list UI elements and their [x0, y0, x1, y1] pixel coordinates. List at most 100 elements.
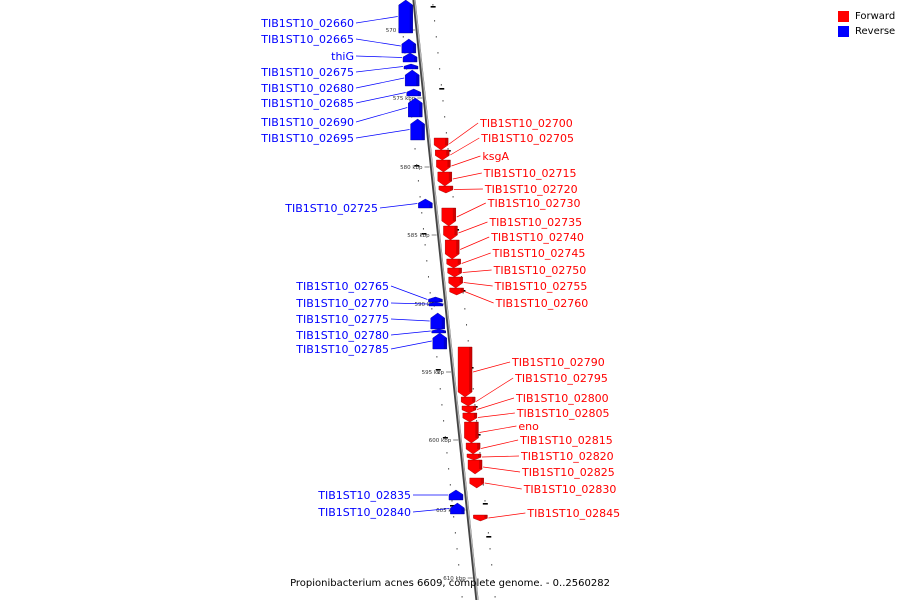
reverse-gene-glyph[interactable] — [430, 312, 445, 330]
forward-gene-label-tib1st10-02755[interactable]: TIB1ST10_02755 — [494, 280, 588, 293]
reverse-gene-glyph[interactable] — [431, 328, 446, 334]
reverse-gene-label-tib1st10-02835[interactable]: TIB1ST10_02835 — [317, 489, 411, 502]
track-dot — [448, 468, 450, 470]
reverse-gene-glyph[interactable] — [401, 38, 417, 54]
reverse-gene-label-tib1st10-02840[interactable]: TIB1ST10_02840 — [317, 506, 411, 519]
track-dot — [414, 148, 416, 150]
track-dot — [447, 148, 449, 150]
forward-gene-label-tib1st10-02830[interactable]: TIB1ST10_02830 — [523, 483, 617, 496]
reverse-gene-glyph[interactable] — [403, 63, 419, 70]
reverse-gene-glyph[interactable] — [410, 118, 425, 141]
reverse-gene-glyph[interactable] — [418, 198, 433, 209]
reverse-gene-label-tib1st10-02765[interactable]: TIB1ST10_02765 — [295, 280, 389, 293]
reverse-gene-label-tib1st10-02785[interactable]: TIB1ST10_02785 — [295, 343, 389, 356]
reverse-gene-label-tib1st10-02770[interactable]: TIB1ST10_02770 — [295, 297, 389, 310]
forward-gene-label-tib1st10-02805[interactable]: TIB1ST10_02805 — [516, 407, 610, 420]
reverse-gene-glyph[interactable] — [428, 301, 444, 307]
forward-gene-label-tib1st10-02750[interactable]: TIB1ST10_02750 — [493, 264, 587, 277]
forward-gene-label-tib1st10-02825[interactable]: TIB1ST10_02825 — [521, 466, 615, 479]
track-dot — [494, 596, 496, 598]
forward-gene-label-tib1st10-02795[interactable]: TIB1ST10_02795 — [514, 372, 608, 385]
track-dot — [419, 196, 421, 198]
gene-shading — [412, 44, 416, 53]
forward-gene-label-eno[interactable]: eno — [518, 420, 539, 433]
reverse-gene-leader — [379, 203, 418, 209]
reverse-gene-glyph[interactable] — [398, 0, 413, 34]
forward-gene-glyph[interactable] — [449, 287, 464, 296]
tick-label: 595 kbp — [422, 370, 445, 376]
reverse-gene-label-tib1st10-02660[interactable]: TIB1ST10_02660 — [260, 17, 354, 30]
track-dot — [442, 100, 444, 102]
forward-gene-glyph[interactable] — [444, 239, 460, 260]
reverse-gene-label-tib1st10-02775[interactable]: TIB1ST10_02775 — [295, 313, 389, 326]
reverse-gene-label-tib1st10-02690[interactable]: TIB1ST10_02690 — [260, 116, 354, 129]
forward-gene-label-tib1st10-02800[interactable]: TIB1ST10_02800 — [515, 392, 609, 405]
forward-gene-label-tib1st10-02760[interactable]: TIB1ST10_02760 — [495, 297, 589, 310]
reverse-gene-label-tib1st10-02680[interactable]: TIB1ST10_02680 — [260, 82, 354, 95]
track-dot — [461, 596, 463, 598]
gene-shading — [409, 5, 413, 33]
forward-gene-glyph[interactable] — [457, 346, 473, 398]
forward-gene-glyph[interactable] — [462, 412, 478, 423]
tick-label: 570 kbp — [386, 28, 409, 34]
forward-gene-glyph[interactable] — [447, 267, 462, 278]
forward-gene-glyph[interactable] — [441, 207, 456, 227]
forward-gene-label-tib1st10-02720[interactable]: TIB1ST10_02720 — [484, 183, 578, 196]
forward-gene-label-tib1st10-02845[interactable]: TIB1ST10_02845 — [526, 507, 620, 520]
forward-gene-leader — [476, 397, 515, 410]
reverse-gene-glyph[interactable] — [406, 88, 421, 97]
forward-gene-label-tib1st10-02730[interactable]: TIB1ST10_02730 — [487, 197, 581, 210]
forward-gene-glyph[interactable] — [435, 149, 450, 161]
forward-gene-glyph[interactable] — [461, 405, 477, 414]
forward-gene-label-tib1st10-02735[interactable]: TIB1ST10_02735 — [488, 216, 582, 229]
track-dot — [402, 36, 404, 38]
forward-gene-leader — [472, 361, 511, 373]
reverse-gene-label-tib1st10-02665[interactable]: TIB1ST10_02665 — [260, 33, 354, 46]
forward-gene-glyph[interactable] — [473, 514, 488, 522]
legend-item-reverse: Reverse — [838, 24, 895, 39]
track-dot — [491, 564, 493, 566]
reverse-gene-glyph[interactable] — [402, 52, 418, 63]
reverse-gene-label-tib1st10-02780[interactable]: TIB1ST10_02780 — [295, 329, 389, 342]
forward-gene-glyph[interactable] — [464, 421, 479, 444]
forward-gene-glyph[interactable] — [436, 159, 451, 173]
track-dot — [434, 20, 436, 22]
forward-gene-label-tib1st10-02700[interactable]: TIB1ST10_02700 — [479, 117, 573, 130]
forward-gene-label-ksga[interactable]: ksgA — [482, 150, 509, 163]
reverse-gene-glyph[interactable] — [432, 332, 448, 350]
forward-gene-label-tib1st10-02820[interactable]: TIB1ST10_02820 — [520, 450, 614, 463]
forward-gene-glyph[interactable] — [465, 442, 481, 455]
forward-gene-label-tib1st10-02815[interactable]: TIB1ST10_02815 — [519, 434, 613, 447]
forward-gene-glyph[interactable] — [446, 258, 461, 269]
forward-gene-glyph[interactable] — [460, 396, 476, 407]
reverse-gene-glyph[interactable] — [428, 296, 443, 303]
forward-gene-leader — [481, 455, 519, 458]
forward-gene-glyph[interactable] — [437, 171, 452, 187]
forward-gene-label-tib1st10-02790[interactable]: TIB1ST10_02790 — [511, 356, 605, 369]
forward-gene-leader — [475, 377, 514, 402]
forward-gene-label-tib1st10-02715[interactable]: TIB1ST10_02715 — [483, 167, 577, 180]
forward-gene-glyph[interactable] — [466, 453, 482, 461]
forward-gene-glyph[interactable] — [467, 459, 483, 475]
reverse-gene-label-tib1st10-02725[interactable]: TIB1ST10_02725 — [284, 202, 378, 215]
forward-gene-glyph[interactable] — [469, 477, 484, 489]
forward-gene-glyph[interactable] — [448, 276, 463, 289]
reverse-gene-glyph[interactable] — [404, 69, 420, 87]
forward-gene-label-tib1st10-02740[interactable]: TIB1ST10_02740 — [490, 231, 584, 244]
reverse-gene-label-tib1st10-02675[interactable]: TIB1ST10_02675 — [260, 66, 354, 79]
reverse-gene-glyph[interactable] — [408, 97, 423, 118]
forward-gene-label-tib1st10-02705[interactable]: TIB1ST10_02705 — [480, 132, 574, 145]
reverse-gene-label-thig[interactable]: thiG — [331, 50, 354, 63]
forward-gene-glyph[interactable] — [443, 225, 458, 241]
reverse-gene-glyph[interactable] — [448, 489, 464, 501]
reverse-gene-label-tib1st10-02685[interactable]: TIB1ST10_02685 — [260, 97, 354, 110]
reverse-gene-glyph[interactable] — [450, 502, 465, 515]
legend-label-reverse: Reverse — [855, 26, 896, 37]
forward-gene-label-tib1st10-02745[interactable]: TIB1ST10_02745 — [492, 247, 586, 260]
track-dot — [464, 308, 466, 310]
forward-gene-glyph[interactable] — [438, 185, 454, 194]
gene-shading — [448, 172, 452, 181]
forward-gene-glyph[interactable] — [433, 137, 449, 151]
track-dash — [450, 505, 456, 507]
reverse-gene-label-tib1st10-02695[interactable]: TIB1ST10_02695 — [260, 132, 354, 145]
